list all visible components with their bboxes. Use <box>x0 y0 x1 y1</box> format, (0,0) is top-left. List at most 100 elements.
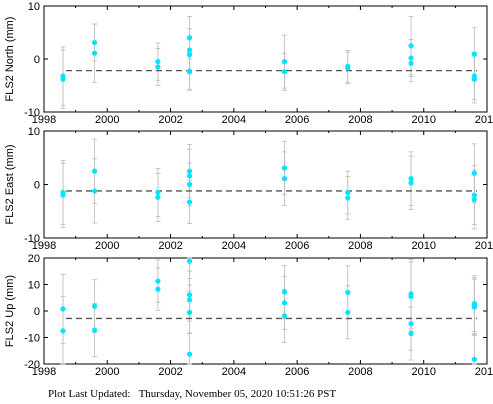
north-x-tick-label: 2002 <box>158 114 182 126</box>
east-data-point <box>186 199 193 205</box>
north-x-tick-label: 2004 <box>222 114 246 126</box>
east-data-point <box>60 192 66 198</box>
up-data-point <box>408 321 414 327</box>
up-x-tick-label: 2008 <box>348 366 372 378</box>
north-data-point <box>186 52 193 58</box>
up-data-point <box>186 309 193 315</box>
north-data-point <box>281 59 288 65</box>
up-data-point <box>186 292 193 298</box>
up-data-point <box>186 351 193 357</box>
up-data-point <box>345 309 351 315</box>
east-data-point <box>345 195 351 201</box>
north-panel: 1998 2000 2002 2004 2006 2008 2010 2012 -10 0 10 FL… <box>4 1 493 126</box>
up-data-point <box>281 313 288 319</box>
up-x-tick-label: 1998 <box>32 366 56 378</box>
north-data-point <box>345 65 351 71</box>
east-data-point <box>281 165 288 171</box>
north-data-point <box>408 55 414 61</box>
up-y-tick-label: -20 <box>24 359 40 371</box>
north-y-tick-label: 10 <box>28 1 40 13</box>
north-data-point <box>92 39 98 46</box>
east-x-tick-label: 2006 <box>285 240 309 252</box>
up-data-point <box>471 304 477 310</box>
up-data-point <box>281 289 288 295</box>
up-data-point <box>345 289 351 296</box>
east-data-point <box>408 176 414 182</box>
east-data-point <box>408 180 414 186</box>
up-y-tick-label: 20 <box>28 253 40 265</box>
north-data-point <box>471 51 477 57</box>
east-x-tick-label: 1998 <box>32 240 56 252</box>
east-data-point <box>186 173 193 179</box>
north-data-point <box>155 64 161 70</box>
up-data-point <box>471 356 477 362</box>
up-data-point <box>186 297 193 303</box>
up-data-point <box>408 293 414 300</box>
east-data-point <box>471 192 477 198</box>
north-y-tick-label: 0 <box>34 54 40 66</box>
up-x-tick-label: 2002 <box>158 366 182 378</box>
north-data-point <box>186 69 193 75</box>
east-x-tick-label: 2010 <box>411 240 435 252</box>
east-data-point <box>471 196 477 203</box>
east-data-point <box>155 189 161 196</box>
up-data-point <box>186 258 193 264</box>
east-x-tick-label: 2002 <box>158 240 182 252</box>
up-plot-frame <box>43 257 488 365</box>
up-data-point <box>155 278 161 284</box>
north-data-point <box>471 76 477 82</box>
north-data-point <box>60 76 66 82</box>
up-x-tick-label: 2000 <box>95 366 119 378</box>
north-data-point <box>281 69 288 75</box>
up-x-tick-label: 2004 <box>222 366 246 378</box>
north-x-tick-label: 2012 <box>475 114 493 126</box>
up-y-tick-label: 10 <box>28 280 40 292</box>
north-plot-frame <box>43 5 488 113</box>
east-x-tick-label: 2004 <box>222 240 246 252</box>
up-data-point <box>60 306 66 312</box>
north-y-axis-title: FLS2 North (mm) <box>4 17 16 102</box>
plot-updated-footer: Plot Last Updated: Thursday, November 05… <box>48 388 336 400</box>
east-data-point <box>155 194 161 200</box>
north-data-point <box>92 50 98 56</box>
east-x-tick-label: 2008 <box>348 240 372 252</box>
north-x-tick-label: 2000 <box>95 114 119 126</box>
east-y-tick-label: 0 <box>34 180 40 192</box>
up-data-point <box>155 286 161 292</box>
north-data-point <box>155 59 161 65</box>
up-data-point <box>281 300 288 306</box>
north-x-tick-label: 2008 <box>348 114 372 126</box>
up-y-tick-label: -10 <box>24 333 40 345</box>
east-y-tick-label: -10 <box>24 233 40 245</box>
east-data-point <box>186 168 193 174</box>
east-x-tick-label: 2000 <box>95 240 119 252</box>
up-x-tick-label: 2010 <box>411 366 435 378</box>
up-panel: 1998 2000 2002 2004 2006 2008 2010 2012 -20 -10 0 1… <box>4 253 493 378</box>
up-y-tick-label: 0 <box>34 306 40 318</box>
north-y-tick-label: -10 <box>24 107 40 119</box>
up-x-tick-label: 2006 <box>285 366 309 378</box>
east-data-point <box>92 188 98 194</box>
east-y-axis-title: FLS2 East (mm) <box>4 144 16 224</box>
north-data-point <box>408 43 414 49</box>
footer-timestamp: Thursday, November 05, 2020 10:51:26 PST <box>138 388 337 400</box>
east-data-point <box>281 176 288 182</box>
east-y-tick-label: 10 <box>28 126 40 138</box>
east-data-point <box>345 189 351 196</box>
east-data-point <box>471 170 477 176</box>
up-x-tick-label: 2012 <box>475 366 493 378</box>
east-x-tick-label: 2012 <box>475 240 493 252</box>
east-plot-frame <box>43 130 488 239</box>
north-x-tick-label: 2006 <box>285 114 309 126</box>
up-data-point <box>92 327 98 333</box>
north-data-point <box>186 35 193 41</box>
north-data-point <box>408 60 414 66</box>
up-data-point <box>408 330 414 337</box>
up-data-point <box>60 328 66 334</box>
north-x-tick-label: 2010 <box>411 114 435 126</box>
up-data-point <box>92 303 98 309</box>
north-data-point <box>186 47 193 53</box>
north-x-tick-label: 1998 <box>32 114 56 126</box>
east-panel: 1998 2000 2002 2004 2006 2008 2010 2012 -10 0 10 FL… <box>4 126 493 252</box>
